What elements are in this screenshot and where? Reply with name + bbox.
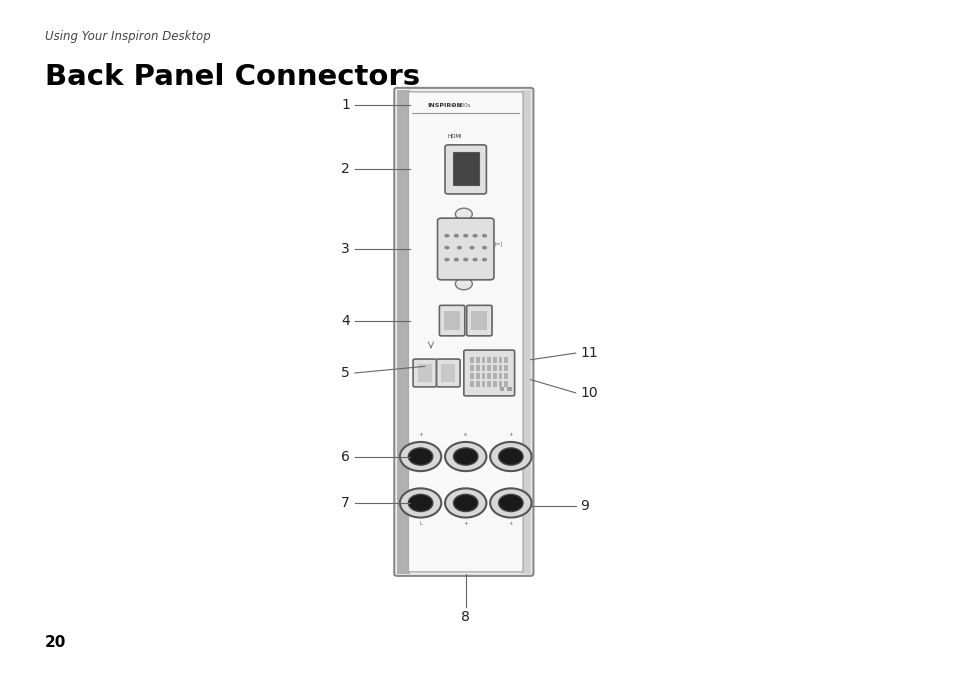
Text: • 580s: • 580s <box>451 103 470 108</box>
Bar <box>481 373 485 378</box>
Bar <box>476 357 479 363</box>
Text: +: + <box>508 432 513 437</box>
Bar <box>487 373 491 378</box>
Bar <box>504 357 508 363</box>
Circle shape <box>444 442 486 471</box>
Bar <box>498 357 502 363</box>
Text: Back Panel Connectors: Back Panel Connectors <box>45 64 419 91</box>
Circle shape <box>498 494 522 512</box>
Bar <box>396 90 410 574</box>
Bar <box>504 373 508 378</box>
Bar <box>487 357 491 363</box>
Bar <box>493 373 497 378</box>
FancyBboxPatch shape <box>463 350 514 396</box>
Circle shape <box>408 448 433 465</box>
Circle shape <box>481 234 487 238</box>
Text: 11: 11 <box>579 346 598 360</box>
Circle shape <box>490 488 531 517</box>
Circle shape <box>444 488 486 517</box>
Text: 3: 3 <box>341 242 350 256</box>
Circle shape <box>469 246 475 250</box>
Bar <box>481 381 485 387</box>
Text: 2: 2 <box>341 162 350 177</box>
Bar <box>471 311 487 330</box>
Circle shape <box>455 278 472 290</box>
Text: 4: 4 <box>341 313 350 328</box>
Bar <box>476 381 479 387</box>
FancyBboxPatch shape <box>439 305 464 336</box>
Circle shape <box>399 442 441 471</box>
Circle shape <box>444 258 449 261</box>
Circle shape <box>444 234 449 238</box>
Bar <box>504 366 508 371</box>
Text: L: L <box>418 521 421 526</box>
Bar <box>470 373 474 378</box>
Circle shape <box>490 442 531 471</box>
Bar <box>493 366 497 371</box>
Circle shape <box>399 488 441 517</box>
Bar <box>476 373 479 378</box>
Text: +: + <box>417 432 422 437</box>
Circle shape <box>498 448 522 465</box>
Text: [=]: [=] <box>495 241 502 246</box>
Circle shape <box>454 258 458 261</box>
Text: 10: 10 <box>579 386 598 400</box>
FancyBboxPatch shape <box>408 92 522 572</box>
Circle shape <box>456 246 461 250</box>
Text: 5: 5 <box>341 366 350 380</box>
Bar <box>498 366 502 371</box>
Text: +: + <box>508 521 513 526</box>
Bar <box>470 381 474 387</box>
FancyBboxPatch shape <box>466 305 492 336</box>
Circle shape <box>408 494 433 512</box>
FancyBboxPatch shape <box>413 359 436 387</box>
Circle shape <box>472 234 477 238</box>
Bar <box>417 364 432 382</box>
FancyBboxPatch shape <box>394 88 533 576</box>
Bar <box>452 152 478 185</box>
Circle shape <box>444 246 449 250</box>
Circle shape <box>454 234 458 238</box>
Bar <box>507 387 511 391</box>
Bar <box>481 366 485 371</box>
Bar <box>487 381 491 387</box>
Circle shape <box>453 448 477 465</box>
Text: Using Your Inspiron Desktop: Using Your Inspiron Desktop <box>45 30 210 43</box>
Bar <box>444 311 459 330</box>
Circle shape <box>481 246 487 250</box>
Bar <box>499 387 504 391</box>
Bar <box>498 381 502 387</box>
Bar <box>470 357 474 363</box>
FancyBboxPatch shape <box>444 145 486 194</box>
Circle shape <box>453 494 477 512</box>
Text: 9: 9 <box>579 499 589 513</box>
Bar <box>493 357 497 363</box>
Text: INSPIRON: INSPIRON <box>427 103 461 108</box>
Bar <box>493 381 497 387</box>
Bar <box>470 366 474 371</box>
Text: +: + <box>463 521 468 526</box>
Bar <box>441 364 455 382</box>
Bar <box>487 366 491 371</box>
Circle shape <box>481 258 487 261</box>
Text: 20: 20 <box>45 635 66 650</box>
Bar <box>520 90 530 574</box>
FancyBboxPatch shape <box>436 359 459 387</box>
Circle shape <box>455 209 472 220</box>
Text: 8: 8 <box>461 611 470 624</box>
Text: 6: 6 <box>341 450 350 464</box>
Bar <box>476 366 479 371</box>
Circle shape <box>462 234 468 238</box>
Text: o: o <box>463 432 467 437</box>
Text: 7: 7 <box>341 496 350 510</box>
FancyBboxPatch shape <box>437 218 494 280</box>
Bar <box>498 373 502 378</box>
Circle shape <box>462 258 468 261</box>
Bar <box>504 381 508 387</box>
Bar <box>481 357 485 363</box>
Circle shape <box>472 258 477 261</box>
Text: 1: 1 <box>341 98 350 112</box>
Text: HDMI: HDMI <box>447 134 462 139</box>
